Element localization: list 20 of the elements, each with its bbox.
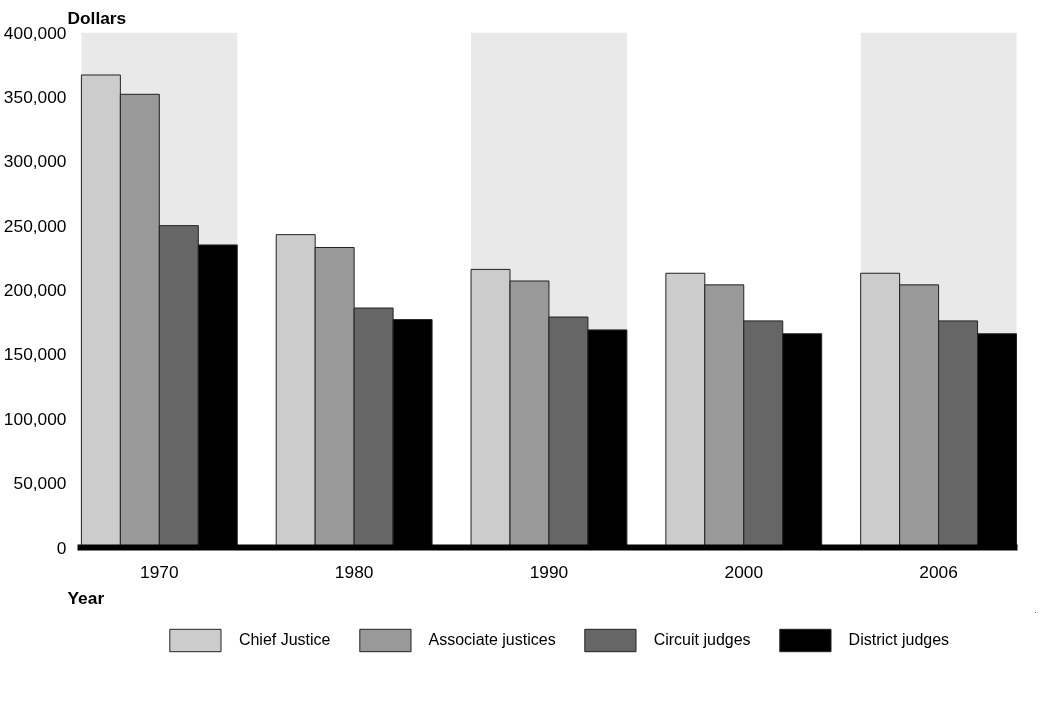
- legend-label: Associate justices: [428, 631, 556, 649]
- y-tick-label: 300,000: [3, 151, 67, 172]
- legend-label: Circuit judges: [653, 631, 751, 649]
- x-tick-label: 2000: [724, 561, 764, 582]
- x-tick-label: 1970: [140, 561, 179, 582]
- x-tick-label: 1980: [334, 561, 374, 582]
- y-tick-label: 100,000: [3, 408, 67, 429]
- y-tick-label: 400,000: [3, 22, 67, 43]
- y-tick-label: 350,000: [3, 86, 67, 107]
- y-tick-label: 0: [56, 537, 67, 558]
- legend-label: Chief Justice: [238, 631, 331, 649]
- y-tick-label: 150,000: [3, 344, 67, 365]
- y-tick-label: 200,000: [3, 280, 67, 300]
- y-axis-title: Dollars: [67, 7, 127, 28]
- x-tick-label: 2006: [919, 561, 958, 582]
- x-axis-title: Year: [67, 587, 105, 608]
- x-tick-label: 1990: [529, 561, 569, 582]
- y-tick-label: 50,000: [13, 473, 67, 494]
- legend-label: District judges: [848, 631, 950, 649]
- y-tick-label: 250,000: [3, 215, 67, 236]
